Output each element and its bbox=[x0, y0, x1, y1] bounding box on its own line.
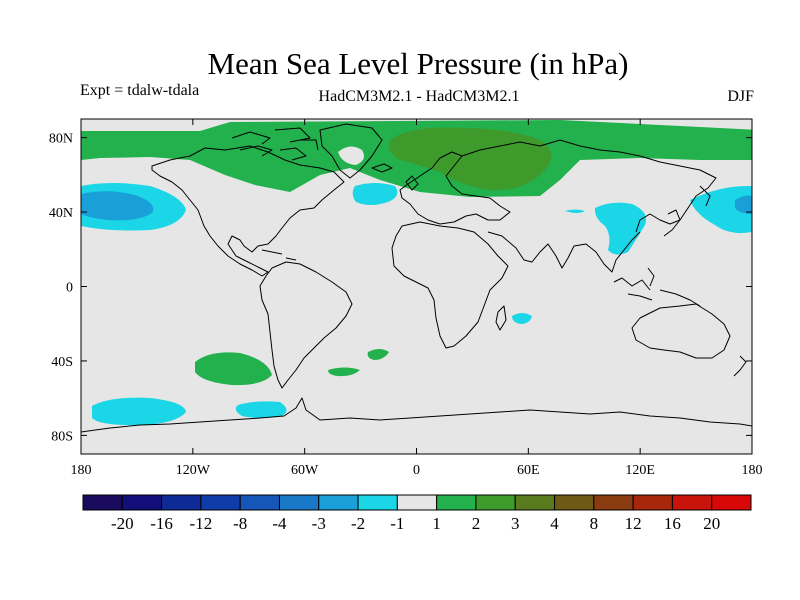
east-asia-negative-anomaly bbox=[594, 202, 647, 255]
siberia-coast bbox=[461, 139, 717, 233]
colorbar-label: -8 bbox=[233, 514, 247, 533]
colorbar-swatch bbox=[436, 494, 477, 511]
colorbar-swatch bbox=[671, 494, 713, 511]
south-america-coast bbox=[259, 261, 353, 389]
colorbar-swatch bbox=[396, 494, 438, 511]
colorbar-swatch bbox=[711, 494, 752, 511]
colorbar-swatch bbox=[82, 494, 123, 511]
greenland-gap bbox=[338, 146, 364, 165]
colorbar-label: -4 bbox=[272, 514, 287, 533]
amundsen-negative-anomaly bbox=[235, 401, 287, 418]
season-label: DJF bbox=[727, 88, 754, 105]
iceland-coast bbox=[371, 163, 393, 173]
colorbar-swatch bbox=[632, 494, 673, 511]
japan-coast bbox=[663, 209, 681, 237]
coastlines bbox=[81, 123, 752, 433]
central-asia-negative-anomaly bbox=[565, 209, 585, 213]
arctic-islands-coast bbox=[231, 127, 319, 161]
colorbar-swatch bbox=[239, 494, 280, 511]
x-tick-label: 180 bbox=[71, 463, 92, 478]
alaska-positive-anomaly bbox=[202, 130, 217, 137]
colorbar-swatch bbox=[475, 494, 516, 511]
colorbar-swatch bbox=[200, 494, 241, 511]
north-pacific-core-anomaly bbox=[81, 191, 154, 221]
south-atlantic-positive-anomaly bbox=[328, 367, 360, 377]
y-tick-label: 40N bbox=[49, 206, 73, 221]
y-tick-label: 40S bbox=[51, 355, 73, 370]
colorbar-label: -12 bbox=[190, 514, 213, 533]
eurasia-positive-anomaly bbox=[388, 127, 552, 191]
x-tick-label: 120E bbox=[625, 463, 655, 478]
greenland-coast bbox=[319, 123, 383, 179]
colorbar-label: 3 bbox=[511, 514, 520, 533]
y-tick-label: 80S bbox=[51, 429, 73, 444]
madagascar-coast bbox=[495, 305, 507, 331]
colorbar-label: -20 bbox=[111, 514, 134, 533]
colorbar-swatch bbox=[318, 494, 359, 511]
colorbar-swatch bbox=[514, 494, 556, 511]
british-isles-coast bbox=[405, 175, 419, 191]
colorbar-label: -3 bbox=[312, 514, 326, 533]
australia-coast bbox=[631, 303, 731, 359]
y-axis: 80N 40N 0 40S 80S bbox=[49, 132, 752, 444]
colorbar-label: 2 bbox=[472, 514, 481, 533]
colorbar-label: 20 bbox=[703, 514, 720, 533]
x-tick-label: 0 bbox=[413, 463, 420, 478]
colorbar: -20 -16 -12 -8 -4 -3 -2 -1 1 2 3 4 8 12 16 20 bbox=[82, 494, 752, 533]
caribbean-coast bbox=[261, 249, 297, 261]
kamchatka-coast bbox=[699, 185, 711, 207]
colorbar-swatch bbox=[121, 494, 163, 511]
west-pacific-core-anomaly bbox=[735, 195, 752, 214]
x-tick-label: 180 bbox=[742, 463, 763, 478]
southern-ocean-negative-anomaly bbox=[92, 397, 186, 426]
experiment-label: Expt = tdalw-tdala bbox=[80, 82, 200, 99]
north-atlantic-negative-anomaly bbox=[352, 183, 398, 205]
x-tick-label: 120W bbox=[176, 463, 211, 478]
colorbar-label: -2 bbox=[351, 514, 365, 533]
x-axis: 180 120W 60W 0 60E 120E 180 bbox=[71, 119, 763, 478]
colorbar-label: -1 bbox=[390, 514, 404, 533]
africa-coast bbox=[391, 221, 509, 349]
colorbar-label: 8 bbox=[590, 514, 599, 533]
x-tick-label: 60E bbox=[517, 463, 540, 478]
y-tick-label: 80N bbox=[49, 132, 73, 147]
colorbar-swatch bbox=[161, 494, 202, 511]
colorbar-label: 12 bbox=[625, 514, 642, 533]
europe-coast bbox=[399, 151, 511, 225]
y-tick-label: 0 bbox=[66, 281, 73, 296]
x-tick-label: 60W bbox=[291, 463, 319, 478]
colorbar-swatch bbox=[278, 494, 320, 511]
south-atlantic-small-positive-anomaly bbox=[367, 349, 389, 360]
colorbar-label: -16 bbox=[150, 514, 173, 533]
south-pacific-positive-anomaly bbox=[195, 352, 272, 386]
new-zealand-coast bbox=[733, 355, 747, 377]
north-america-coast bbox=[151, 145, 345, 277]
plot-title: Mean Sea Level Pressure (in hPa) bbox=[207, 46, 629, 81]
colorbar-swatch bbox=[554, 494, 595, 511]
colorbar-swatch bbox=[593, 494, 634, 511]
antarctica-coast bbox=[81, 397, 752, 433]
maritime-continent-coast bbox=[613, 267, 701, 307]
model-label: HadCM3M2.1 - HadCM3M2.1 bbox=[318, 88, 520, 105]
west-pacific-negative-anomaly bbox=[690, 185, 752, 234]
colorbar-label: 1 bbox=[432, 514, 441, 533]
anomaly-shading bbox=[81, 120, 752, 433]
indian-ocean-negative-anomaly bbox=[512, 313, 532, 324]
colorbar-label: 16 bbox=[664, 514, 681, 533]
south-asia-coast bbox=[487, 231, 641, 273]
colorbar-label: 4 bbox=[550, 514, 559, 533]
colorbar-swatch bbox=[357, 494, 398, 511]
